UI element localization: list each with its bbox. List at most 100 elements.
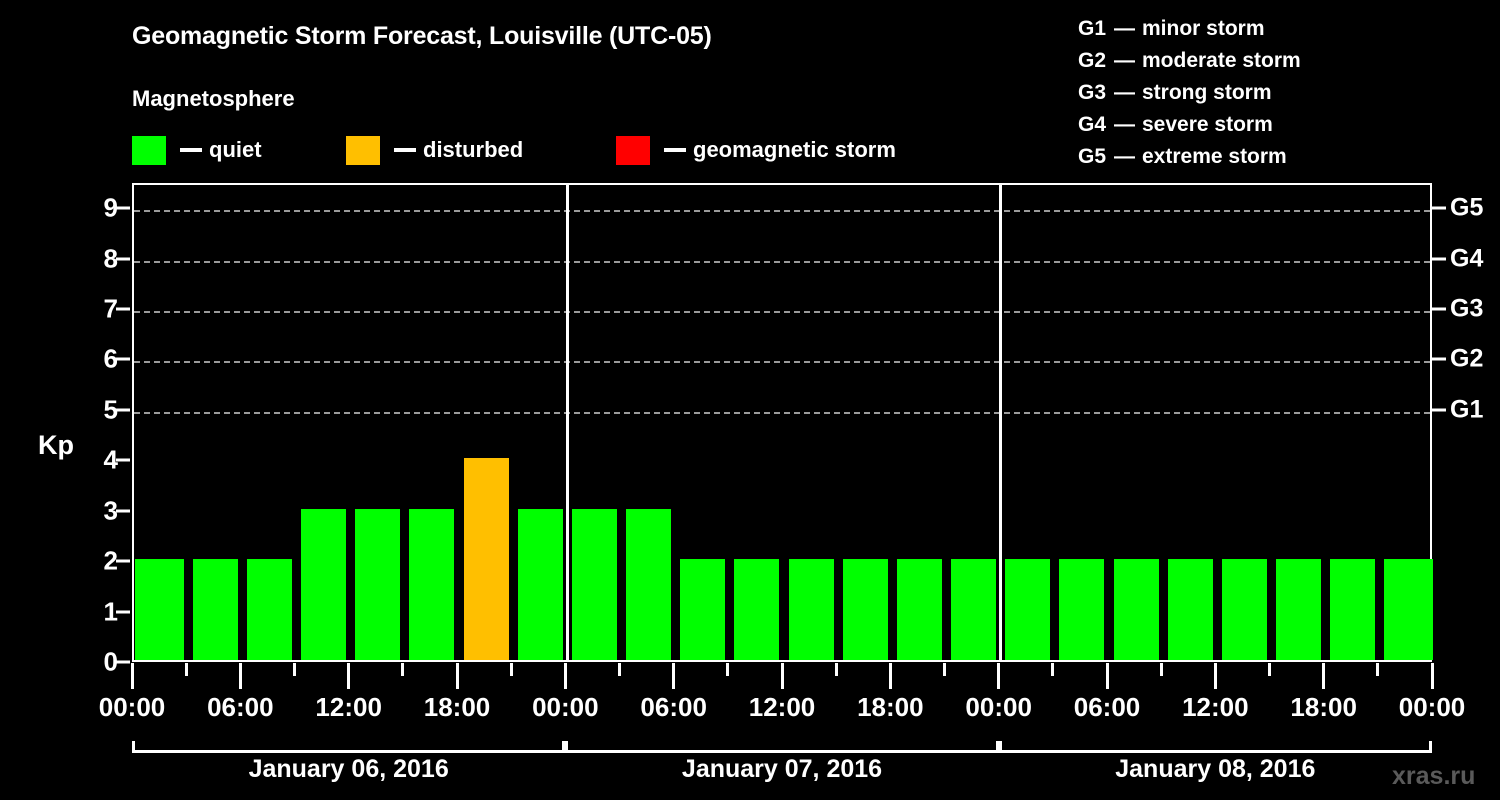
- x-tick-major: [888, 663, 892, 689]
- bar[interactable]: [788, 559, 834, 660]
- bar[interactable]: [1059, 559, 1105, 660]
- gscale-legend-row-g3: G3 — strong storm: [1078, 77, 1301, 109]
- date-bracket-1: [132, 741, 566, 753]
- x-tick-minor: [509, 663, 513, 676]
- x-tick-label: 00:00: [98, 692, 166, 722]
- day-divider-1: [565, 185, 569, 660]
- gscale-code: G3: [1078, 81, 1107, 104]
- y-tick-label: 5: [103, 394, 118, 425]
- bar[interactable]: [409, 508, 455, 660]
- x-tick-major: [1430, 663, 1434, 689]
- g-tick-mark-g4: [1432, 257, 1446, 261]
- watermark: xras.ru: [1392, 762, 1476, 790]
- gscale-legend-row-g5: G5 — extreme storm: [1078, 141, 1301, 173]
- legend-label: geomagnetic storm: [693, 137, 896, 162]
- g-tick-mark-g2: [1432, 357, 1446, 361]
- x-tick-major: [997, 663, 1001, 689]
- y-tick-label: 8: [103, 243, 118, 274]
- bar[interactable]: [463, 458, 509, 660]
- x-tick-label: 12:00: [748, 692, 816, 722]
- y-tick-mark-5: [116, 408, 130, 412]
- g-tick-mark-g3: [1432, 307, 1446, 311]
- geomagnetic-storm-legend[interactable]: geomagnetic storm: [616, 134, 896, 166]
- gscale-legend-row-g4: G4 — severe storm: [1078, 109, 1301, 141]
- disturbed-legend[interactable]: disturbed: [346, 134, 523, 166]
- y-tick-label: 7: [103, 293, 118, 324]
- g-axis-label: G1: [1450, 395, 1484, 424]
- x-tick-major: [1322, 663, 1326, 689]
- bar[interactable]: [734, 559, 780, 660]
- g-axis-label: G2: [1450, 344, 1484, 373]
- gscale-description: minor storm: [1142, 17, 1265, 40]
- x-tick-minor: [1051, 663, 1055, 676]
- legend-label: disturbed: [423, 137, 524, 162]
- bar[interactable]: [1113, 559, 1159, 660]
- plot-area: [132, 183, 1433, 662]
- bar[interactable]: [246, 559, 292, 660]
- x-tick-label: 18:00: [423, 692, 491, 722]
- x-tick-minor: [943, 663, 946, 676]
- date-bracket-2: [565, 741, 999, 753]
- x-tick-major: [1213, 663, 1217, 689]
- gridline-kp-8: [134, 260, 1430, 263]
- date-bracket-3: [998, 741, 1432, 753]
- x-tick-minor: [1376, 663, 1380, 676]
- gscale-dash: —: [1114, 113, 1135, 136]
- bar[interactable]: [951, 559, 997, 660]
- x-tick-minor: [834, 663, 838, 676]
- quiet-legend[interactable]: quiet: [132, 134, 262, 166]
- bar[interactable]: [1221, 559, 1267, 660]
- gridline-kp-5: [134, 411, 1430, 414]
- bar[interactable]: [626, 508, 672, 660]
- day-divider-2: [999, 185, 1003, 660]
- x-tick-label: 18:00: [857, 692, 924, 722]
- y-tick-mark-1: [116, 610, 130, 614]
- gscale-dash: —: [1114, 17, 1135, 40]
- g-tick-mark-g1: [1432, 408, 1446, 412]
- y-tick-label: 1: [103, 596, 118, 627]
- gscale-code: G1: [1078, 17, 1107, 40]
- bar[interactable]: [1330, 559, 1376, 660]
- bar[interactable]: [517, 508, 563, 660]
- y-tick-label: 9: [103, 192, 118, 223]
- gscale-description: extreme storm: [1142, 145, 1287, 168]
- gscale-code: G2: [1078, 49, 1107, 72]
- bar[interactable]: [135, 559, 184, 660]
- gscale-legend-row-g2: G2 — moderate storm: [1078, 45, 1301, 77]
- x-tick-minor: [726, 663, 730, 676]
- y-tick-mark-4: [116, 458, 130, 462]
- page-title: Geomagnetic Storm Forecast, Louisville (…: [132, 22, 712, 50]
- x-tick-major: [455, 663, 459, 689]
- bar[interactable]: [842, 559, 888, 660]
- y-tick-mark-7: [116, 307, 130, 311]
- legend-dash-icon: [664, 148, 686, 152]
- y-tick-label: 6: [103, 343, 118, 374]
- gscale-dash: —: [1114, 49, 1135, 72]
- y-tick-label: 4: [103, 444, 118, 475]
- bar[interactable]: [680, 559, 726, 660]
- bar[interactable]: [896, 559, 942, 660]
- bar[interactable]: [1276, 559, 1322, 660]
- x-tick-minor: [618, 663, 621, 676]
- bar[interactable]: [1005, 559, 1051, 660]
- x-tick-label: 00:00: [1398, 692, 1466, 722]
- g-axis-label: G5: [1450, 193, 1484, 222]
- plot-inner: [134, 185, 1433, 660]
- x-tick-minor: [401, 663, 405, 676]
- gscale-description: moderate storm: [1142, 49, 1301, 72]
- legend-swatch-icon: [132, 135, 166, 165]
- y-tick-mark-2: [116, 559, 130, 563]
- y-tick-label: 3: [103, 495, 118, 526]
- g-axis-label: G3: [1450, 294, 1484, 323]
- bar[interactable]: [301, 508, 347, 660]
- gridline-kp-7: [134, 311, 1430, 314]
- y-tick-mark-0: [116, 660, 130, 664]
- bar[interactable]: [571, 508, 617, 660]
- bar[interactable]: [192, 559, 238, 660]
- bar[interactable]: [355, 508, 401, 660]
- x-tick-minor: [1268, 663, 1271, 676]
- bar[interactable]: [1167, 559, 1213, 660]
- bar[interactable]: [1384, 559, 1433, 660]
- x-tick-minor: [293, 663, 296, 676]
- g-axis-label: G4: [1450, 244, 1484, 273]
